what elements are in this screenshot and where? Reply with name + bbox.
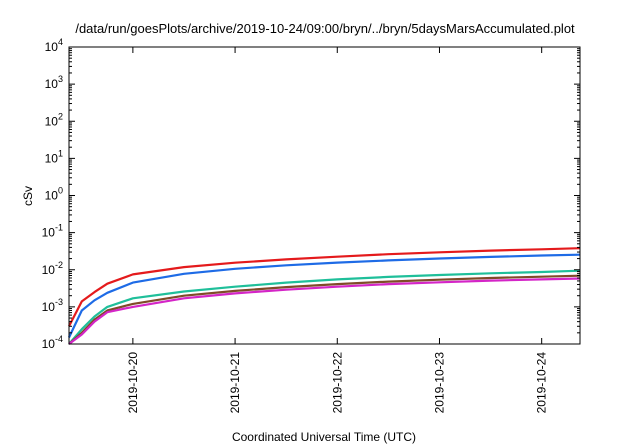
y-tick-label: 104 bbox=[45, 37, 63, 54]
x-tick-label: 2019-10-22 bbox=[330, 352, 344, 414]
y-tick-label: 10-4 bbox=[42, 334, 63, 351]
y-tick-label: 10-3 bbox=[42, 297, 63, 314]
y-tick-label: 101 bbox=[45, 148, 63, 165]
y-tick-label: 100 bbox=[45, 186, 63, 203]
y-tick-label: 103 bbox=[45, 74, 63, 91]
series-line-1 bbox=[68, 247, 581, 327]
x-tick-label: 2019-10-21 bbox=[228, 352, 242, 414]
x-axis-label: Coordinated Universal Time (UTC) bbox=[232, 430, 416, 444]
x-tick-label: 2019-10-23 bbox=[432, 352, 446, 414]
x-tick-label: 2019-10-20 bbox=[126, 352, 140, 414]
plot-frame bbox=[68, 46, 581, 345]
series-line-2 bbox=[68, 253, 581, 338]
y-tick-label: 10-1 bbox=[42, 223, 63, 240]
series-layer bbox=[68, 247, 581, 345]
series-line-4 bbox=[68, 274, 581, 345]
y-tick-label: 102 bbox=[45, 111, 63, 128]
chart-title: /data/run/goesPlots/archive/2019-10-24/0… bbox=[75, 21, 575, 36]
series-line-5 bbox=[68, 277, 581, 345]
y-axis-label: cSv bbox=[21, 186, 35, 206]
ticks-layer: 10-4 10-3 10-2 10-1 100 101 102 103 104 2019-10-2… bbox=[42, 37, 580, 413]
y-tick-label: 10-2 bbox=[42, 260, 63, 277]
x-tick-label: 2019-10-24 bbox=[535, 352, 549, 414]
series-line-3 bbox=[68, 269, 581, 345]
